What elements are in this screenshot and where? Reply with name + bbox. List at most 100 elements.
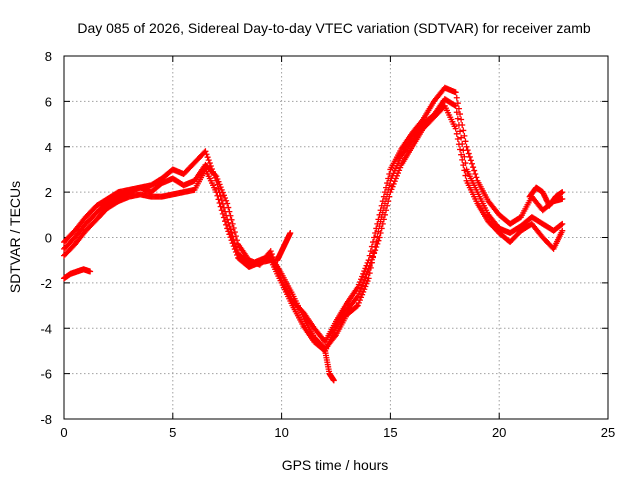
- x-tick-label: 15: [383, 425, 397, 440]
- y-tick-label: -2: [40, 276, 52, 291]
- data-point: [358, 285, 365, 292]
- data-point: [371, 250, 378, 257]
- y-tick-label: 4: [45, 140, 52, 155]
- data-point: [377, 207, 384, 214]
- data-point: [362, 265, 369, 272]
- series-segment-mid: [274, 229, 294, 264]
- x-tick-label: 25: [601, 425, 615, 440]
- data-point: [216, 181, 223, 188]
- data-point: [375, 237, 382, 244]
- data-point: [226, 208, 233, 215]
- data-point: [383, 184, 390, 191]
- data-point: [233, 237, 240, 244]
- series-track-b: [61, 102, 566, 354]
- data-point: [225, 228, 232, 235]
- data-point: [461, 132, 468, 139]
- data-point: [267, 248, 274, 255]
- data-point: [229, 240, 236, 247]
- data-point: [379, 198, 386, 205]
- data-point: [227, 212, 234, 219]
- data-point: [359, 291, 366, 298]
- data-point: [390, 180, 397, 187]
- data-point: [374, 220, 381, 227]
- data-point: [457, 128, 464, 135]
- data-point: [360, 288, 367, 295]
- data-point: [451, 102, 458, 109]
- data-point: [364, 268, 371, 275]
- x-axis-label: GPS time / hours: [282, 457, 389, 473]
- data-point: [369, 253, 376, 260]
- data-point: [371, 234, 378, 241]
- data-point: [220, 214, 227, 221]
- data-point: [367, 248, 374, 255]
- data-point: [464, 147, 471, 154]
- data-point: [277, 274, 284, 281]
- data-point: [377, 229, 384, 236]
- data-point: [228, 216, 235, 223]
- data-point: [218, 186, 225, 193]
- data-point: [460, 127, 467, 134]
- data-point: [223, 197, 230, 204]
- data-point: [203, 151, 210, 158]
- data-point: [359, 282, 366, 289]
- data-point: [363, 271, 370, 278]
- data-point: [364, 278, 371, 285]
- x-tick-label: 5: [169, 425, 176, 440]
- data-point: [355, 299, 362, 306]
- data-point: [214, 175, 221, 182]
- data-point: [385, 175, 392, 182]
- data-point: [233, 251, 240, 258]
- data-point: [384, 202, 391, 209]
- data-point: [455, 141, 462, 148]
- data-point: [361, 277, 368, 284]
- data-point: [276, 271, 283, 278]
- data-point: [355, 281, 362, 288]
- data-point: [217, 184, 224, 191]
- data-point: [381, 189, 388, 196]
- data-point: [216, 200, 223, 207]
- data-point: [462, 172, 469, 179]
- data-point: [230, 224, 237, 231]
- data-point: [454, 115, 461, 122]
- data-point: [386, 193, 393, 200]
- data-point: [356, 297, 363, 304]
- data-point: [361, 268, 368, 275]
- data-point: [384, 180, 391, 187]
- data-point: [231, 246, 238, 253]
- y-tick-label: -8: [40, 412, 52, 427]
- data-point: [354, 293, 361, 300]
- data-point: [473, 174, 480, 181]
- data-point: [469, 160, 475, 167]
- x-tick-label: 20: [492, 425, 506, 440]
- series-track-c: [61, 84, 566, 345]
- data-point: [365, 257, 372, 264]
- data-point: [232, 233, 239, 240]
- data-point: [218, 207, 225, 214]
- data-point: [222, 195, 229, 202]
- data-point: [461, 167, 468, 174]
- data-point: [269, 254, 276, 261]
- data-point: [380, 216, 387, 223]
- data-point: [453, 130, 460, 137]
- data-point: [395, 170, 402, 177]
- data-point: [230, 243, 237, 250]
- data-point: [559, 220, 566, 227]
- data-point: [275, 268, 282, 275]
- data-point: [378, 202, 385, 209]
- data-point: [453, 109, 460, 116]
- data-point: [356, 278, 363, 285]
- data-point: [353, 303, 360, 310]
- data-point: [381, 211, 388, 218]
- data-point: [383, 207, 390, 214]
- data-point: [206, 160, 213, 167]
- data-point: [213, 189, 220, 196]
- data-point: [205, 157, 212, 164]
- data-point: [378, 225, 385, 232]
- data-point: [454, 100, 461, 107]
- data-point: [392, 175, 399, 182]
- data-point: [227, 234, 234, 241]
- data-point: [202, 148, 209, 155]
- data-point: [228, 237, 235, 244]
- data-point: [374, 240, 381, 247]
- data-point: [273, 262, 280, 269]
